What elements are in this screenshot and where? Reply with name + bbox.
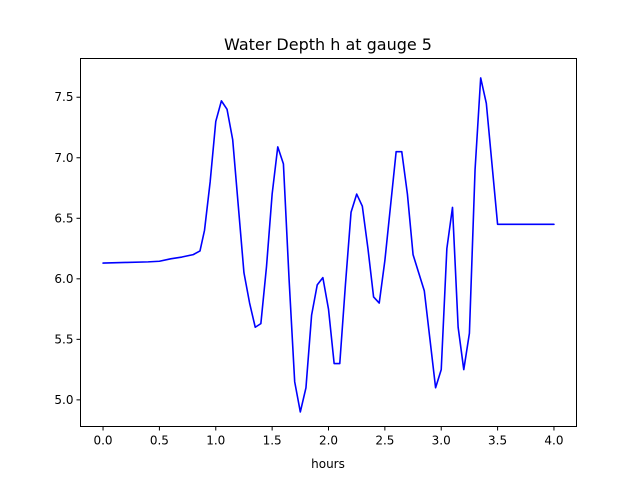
x-tick-label: 3.0 (432, 434, 451, 448)
y-tick-label: 6.5 (54, 211, 73, 225)
x-tick-label: 3.5 (488, 434, 507, 448)
x-tick-label: 1.0 (206, 434, 225, 448)
x-axis-label: hours (311, 457, 345, 471)
axes-frame (80, 58, 577, 427)
y-tick-label: 7.5 (54, 90, 73, 104)
plot-area (102, 77, 555, 413)
x-tick-label: 2.5 (375, 434, 394, 448)
x-tick-label: 0.5 (150, 434, 169, 448)
y-tick-label: 5.5 (54, 332, 73, 346)
y-tick-label: 5.0 (54, 393, 73, 407)
y-axis: 5.0 5.5 6.0 6.5 7.0 7.5 (54, 90, 81, 407)
y-tick-label: 7.0 (54, 151, 73, 165)
x-tick-label: 0.0 (93, 434, 112, 448)
x-tick-label: 4.0 (544, 434, 563, 448)
x-tick-label: 2.0 (319, 434, 338, 448)
x-tick-label: 1.5 (263, 434, 282, 448)
series-line-0 (102, 77, 555, 413)
y-tick-label: 6.0 (54, 272, 73, 286)
chart-title: Water Depth h at gauge 5 (224, 35, 432, 54)
x-axis: 0.0 0.5 1.0 1.5 2.0 2.5 3.0 3.5 4.0 (93, 426, 564, 448)
